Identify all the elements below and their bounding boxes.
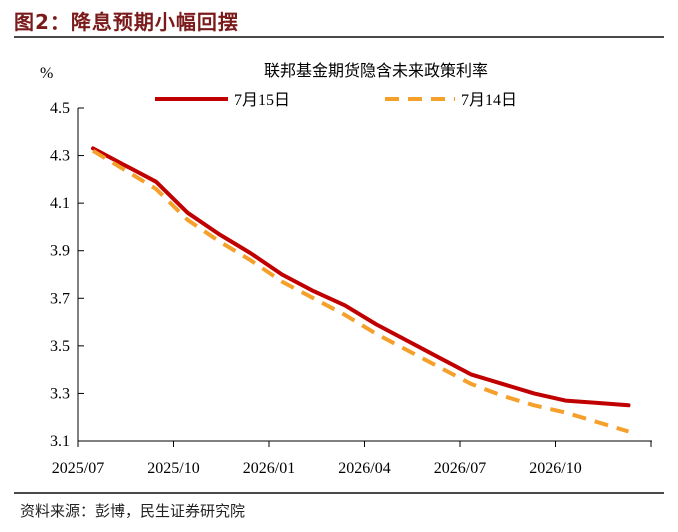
y-tick-label: 4.5: [50, 100, 70, 117]
figure-title: 图2：降息预期小幅回摆: [14, 10, 239, 34]
x-tick-label: 2026/10: [529, 460, 581, 477]
y-tick-label: 3.3: [50, 385, 70, 402]
y-axis-unit: %: [40, 65, 53, 82]
y-tick-label: 3.9: [50, 243, 70, 260]
legend-label: 7月14日: [461, 92, 517, 109]
y-tick-label: 3.5: [50, 338, 70, 355]
y-tick-label: 3.7: [50, 290, 70, 307]
x-tick-label: 2026/04: [338, 460, 390, 477]
x-tick-label: 2026/01: [243, 460, 295, 477]
y-tick-label: 4.1: [50, 195, 70, 212]
y-tick-label: 3.1: [50, 433, 70, 450]
x-tick-label: 2025/07: [52, 460, 104, 477]
line-chart: 联邦基金期货隐含未来政策利率% 3.1 3.3 3.5 3.7 3.9 4.1 4.3 4.5 2…: [40, 61, 652, 477]
x-tick-label: 2025/10: [147, 460, 199, 477]
top-rule: [14, 36, 664, 38]
chart-title: 联邦基金期货隐含未来政策利率: [264, 61, 488, 80]
y-tick-label: 4.3: [50, 148, 70, 165]
series-line-jul14: [91, 149, 630, 434]
source-note: 资料来源：彭博，民生证券研究院: [20, 502, 246, 520]
bottom-rule: [14, 492, 664, 494]
x-tick-label: 2026/07: [434, 460, 486, 477]
series-line-jul15: [91, 146, 631, 408]
legend-label: 7月15日: [234, 92, 290, 109]
